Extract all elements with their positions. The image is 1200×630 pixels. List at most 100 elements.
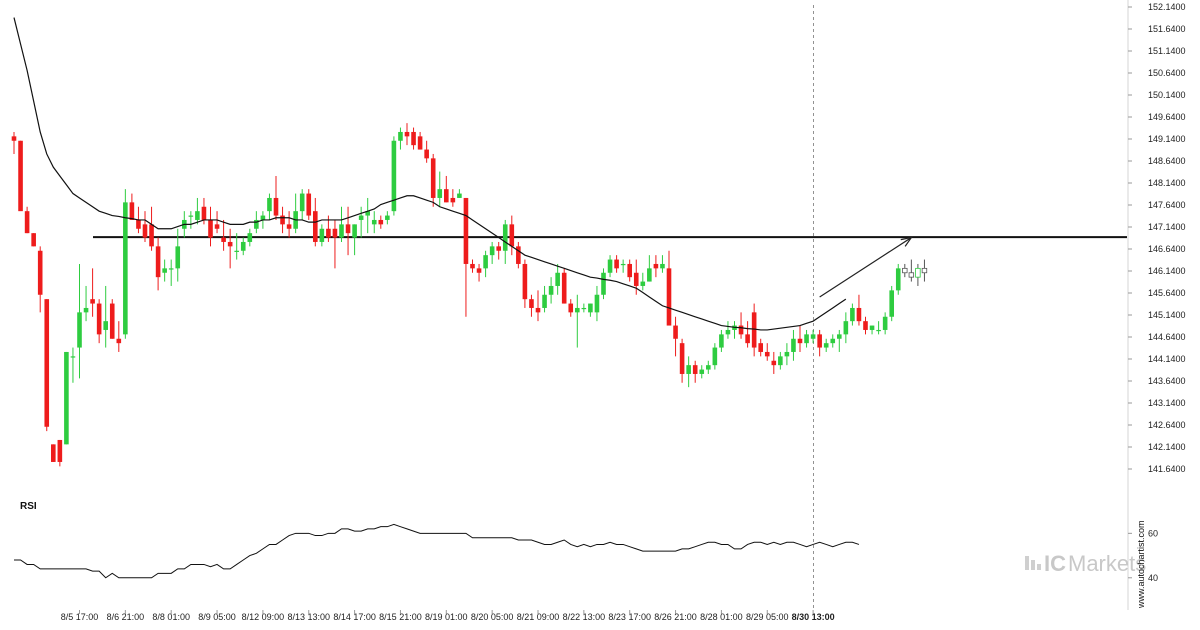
candle-body <box>37 250 43 295</box>
candle <box>535 290 541 322</box>
candle-body <box>168 268 174 270</box>
candle-body <box>653 263 659 269</box>
candle-body <box>915 267 921 278</box>
candle <box>457 189 462 198</box>
candle <box>208 206 213 247</box>
candle <box>895 263 901 295</box>
candle <box>771 351 777 374</box>
candle-body <box>614 259 619 269</box>
time-tick-label: 8/15 21:00 <box>379 612 422 622</box>
candle-body <box>345 224 351 234</box>
candle <box>863 316 868 335</box>
candle <box>444 175 449 203</box>
candle-body <box>686 365 691 374</box>
candle <box>90 268 95 317</box>
candle <box>96 299 102 344</box>
candle-body <box>719 334 724 348</box>
candle <box>575 294 580 348</box>
candle-body <box>109 303 115 339</box>
candle-body <box>240 241 246 251</box>
candle-body <box>863 321 868 330</box>
candle <box>555 263 560 295</box>
candle <box>280 206 285 234</box>
candle-body <box>817 334 822 348</box>
price-tick-label: 150.1400 <box>1148 90 1186 100</box>
candle-body <box>162 268 167 273</box>
candle <box>522 259 528 308</box>
candle-body <box>601 272 606 295</box>
time-tick-label: 8/22 13:00 <box>563 612 606 622</box>
candle-body <box>725 329 731 335</box>
candle-body <box>227 241 233 247</box>
candle-body <box>208 219 213 238</box>
price-tick-label: 142.1400 <box>1148 442 1186 452</box>
candle <box>430 153 436 207</box>
candle <box>103 285 108 348</box>
time-tick-label: 8/26 21:00 <box>654 612 697 622</box>
candle-body <box>561 272 567 304</box>
candle <box>273 175 279 220</box>
candle <box>391 136 397 216</box>
candle-body <box>188 215 194 217</box>
time-tick-label: 8/23 17:00 <box>608 612 651 622</box>
candle-body <box>299 193 305 212</box>
rsi-title: RSI <box>20 501 37 512</box>
candle-body <box>581 307 587 310</box>
time-tick-label: 8/19 01:00 <box>425 612 468 622</box>
candle-body <box>633 272 639 286</box>
candle-body <box>830 338 836 344</box>
candle <box>876 321 881 335</box>
candle-body <box>450 197 456 203</box>
time-tick-label: 8/6 21:00 <box>107 612 145 622</box>
candle-body <box>509 224 515 247</box>
candle <box>529 294 534 317</box>
candle <box>758 338 763 357</box>
moving-average <box>13 17 847 331</box>
time-tick-label: 8/5 17:00 <box>61 612 99 622</box>
candle <box>142 211 148 242</box>
candle <box>568 299 574 317</box>
candle-body <box>358 215 364 220</box>
time-tick-label: 8/29 05:00 <box>746 612 789 622</box>
candle-body <box>437 189 443 198</box>
candle <box>109 299 115 339</box>
candle-body <box>149 224 154 247</box>
candle <box>70 347 76 383</box>
candle <box>921 259 928 282</box>
candle <box>732 321 737 339</box>
candle-body <box>797 338 803 344</box>
candle <box>745 321 750 348</box>
candle-body <box>895 268 901 291</box>
candle <box>345 206 351 256</box>
candle-body <box>155 246 161 278</box>
candle-body <box>778 356 783 366</box>
candle <box>712 343 718 370</box>
candle-body <box>378 219 384 225</box>
candle-body <box>568 303 574 313</box>
candle-body <box>247 233 253 242</box>
candle-body <box>594 294 600 313</box>
candle-body <box>588 303 593 313</box>
candle-body <box>535 307 541 313</box>
candle <box>843 312 849 344</box>
candle-body <box>411 131 416 146</box>
candle-body <box>921 267 928 274</box>
candle <box>195 197 200 225</box>
price-tick-label: 148.1400 <box>1148 178 1186 188</box>
candle <box>915 263 921 286</box>
candle <box>588 303 593 317</box>
candle <box>149 206 154 251</box>
candle <box>902 263 908 278</box>
candle-body <box>823 343 829 348</box>
candle-body <box>738 325 744 335</box>
price-tick-label: 146.6400 <box>1148 244 1186 254</box>
rsi-tick-label: 40 <box>1148 573 1158 583</box>
trend-arrow <box>819 236 913 298</box>
candle <box>764 343 770 361</box>
watermark-url: www.autochartist.com <box>1136 520 1146 609</box>
candle <box>804 329 809 348</box>
price-tick-label: 149.1400 <box>1148 134 1186 144</box>
time-tick-label: 8/8 01:00 <box>152 612 190 622</box>
candle <box>306 189 312 220</box>
candle-body <box>424 149 429 159</box>
